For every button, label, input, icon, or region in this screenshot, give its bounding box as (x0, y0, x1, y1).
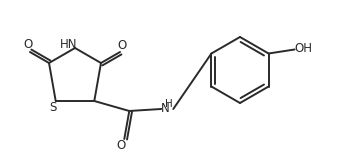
Text: OH: OH (295, 42, 313, 55)
Text: H: H (165, 99, 173, 109)
Text: S: S (49, 101, 56, 115)
Text: O: O (117, 39, 127, 52)
Text: HN: HN (60, 37, 78, 51)
Text: O: O (117, 140, 126, 152)
Text: O: O (23, 37, 32, 51)
Text: N: N (161, 103, 170, 116)
